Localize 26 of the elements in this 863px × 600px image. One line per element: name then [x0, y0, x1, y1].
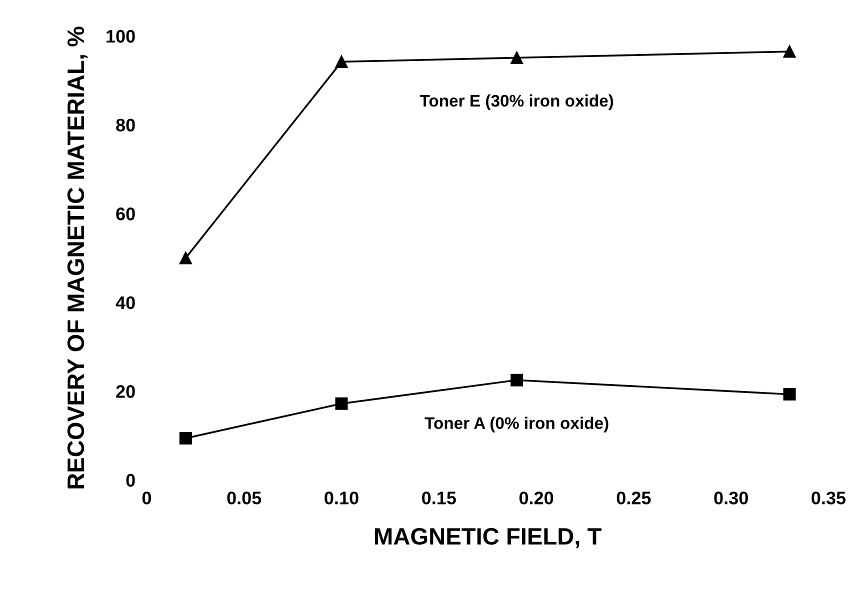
x-tick-label: 0.15: [422, 492, 456, 504]
point: [510, 52, 524, 64]
text: Toner E (30% iron oxide): [420, 94, 614, 110]
point: [510, 374, 524, 386]
series-label: Toner A (0% iron oxide): [424, 416, 608, 432]
x-axis-title: MAGNETIC FIELD, T: [375, 528, 602, 548]
y-tick-label: 40: [116, 296, 135, 310]
x-tick-label: 0.05: [227, 492, 262, 504]
x-tick-label: 0: [142, 492, 151, 504]
x-tick-label: 0.20: [519, 492, 554, 504]
y-tick-label: 60: [116, 208, 135, 220]
point: [335, 397, 348, 410]
y-tick-label: 0: [126, 474, 135, 487]
x-tick-label: 0.25: [616, 492, 651, 504]
x-tick-label: 0.30: [714, 492, 748, 504]
x-tick-label: 0.10: [324, 492, 358, 504]
point: [783, 388, 796, 401]
y-axis-title: RECOVERY OF MAGNETIC MATERIAL, %: [67, 26, 88, 488]
y-tick-label: 100: [106, 30, 135, 43]
y-tick-label: 20: [116, 385, 135, 398]
y-tick-label: 80: [116, 118, 135, 132]
point: [335, 56, 348, 68]
point: [179, 432, 192, 445]
point: [179, 252, 192, 264]
x-tick-label: 0.35: [812, 492, 846, 504]
point: [783, 45, 796, 58]
